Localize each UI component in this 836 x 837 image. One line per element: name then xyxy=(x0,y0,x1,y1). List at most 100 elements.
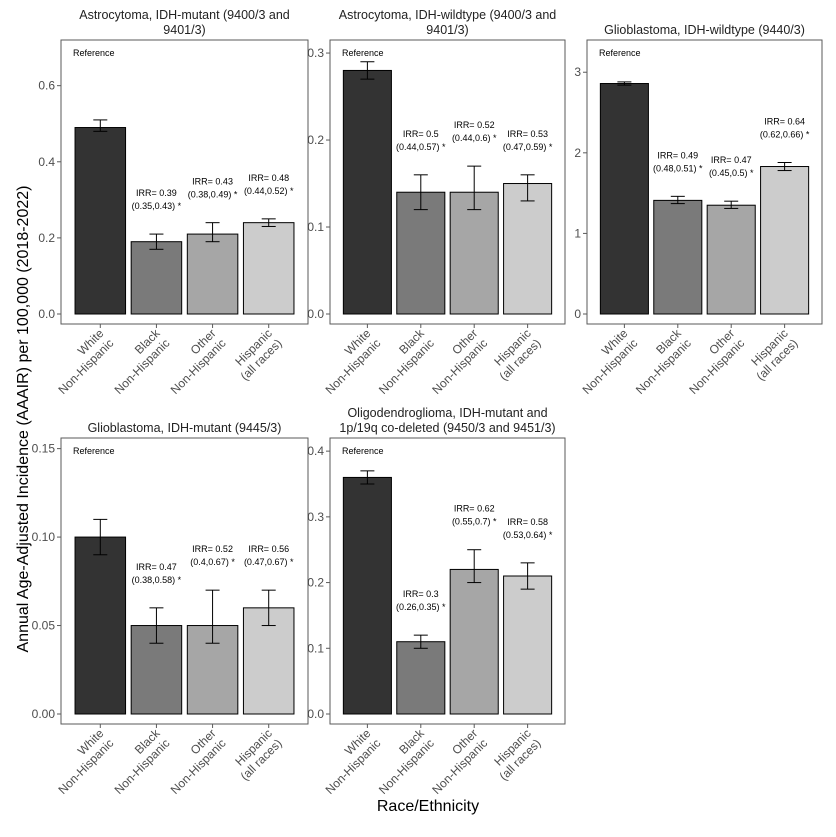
irr-ci-label: (0.4,0.67) * xyxy=(190,557,235,567)
reference-label: Reference xyxy=(599,48,641,58)
y-tick-label: 0.6 xyxy=(38,79,55,93)
irr-ci-label: (0.38,0.58) * xyxy=(132,575,182,585)
x-tick-label: OtherNon-Hispanic xyxy=(419,326,490,397)
panel-4: Glioblastoma, IDH-mutant (9445/3) 0.00 0.0… xyxy=(32,421,309,797)
irr-ci-label: (0.26,0.35) * xyxy=(396,602,446,612)
irr-label: IRR= 0.49 xyxy=(657,150,698,160)
y-tick-label: 0.3 xyxy=(307,510,324,524)
bar xyxy=(503,183,553,315)
x-tick-label: BlackNon-Hispanic xyxy=(102,726,173,797)
y-tick-label: 0.0 xyxy=(38,307,55,321)
irr-ci-label: (0.53,0.64) * xyxy=(503,530,553,540)
bar xyxy=(242,222,295,315)
bar xyxy=(706,204,756,315)
bar xyxy=(396,191,446,315)
bar xyxy=(449,191,499,315)
panel-2: Astrocytoma, IDH-wildtype (9400/3 and940… xyxy=(307,8,566,397)
x-tick-label: BlackNon-Hispanic xyxy=(623,326,694,397)
panel-title: 9401/3) xyxy=(426,23,468,37)
bar xyxy=(342,69,392,315)
y-tick-label: 0.2 xyxy=(307,576,324,590)
irr-label: IRR= 0.56 xyxy=(248,544,289,554)
y-tick-label: 2 xyxy=(574,146,581,160)
x-tick-label: BlackNon-Hispanic xyxy=(366,726,437,797)
panel-title: Astrocytoma, IDH-mutant (9400/3 and xyxy=(79,8,290,22)
irr-ci-label: (0.38,0.49) * xyxy=(188,190,238,200)
panel-3: Glioblastoma, IDH-wildtype (9440/3) 0 1 2 3 W… xyxy=(570,23,823,397)
y-tick-label: 0.1 xyxy=(307,641,324,655)
y-tick-label: 0 xyxy=(574,307,581,321)
irr-ci-label: (0.48,0.51) * xyxy=(653,163,703,173)
y-tick-label: 0.4 xyxy=(307,444,324,458)
irr-ci-label: (0.47,0.59) * xyxy=(503,142,553,152)
bar xyxy=(396,641,446,715)
x-tick-label: OtherNon-Hispanic xyxy=(419,726,490,797)
panel-title: Oligodendroglioma, IDH-mutant and xyxy=(347,406,547,420)
irr-ci-label: (0.62,0.66) * xyxy=(760,129,810,139)
y-tick-label: 0.2 xyxy=(38,231,55,245)
y-tick-label: 0.00 xyxy=(32,707,56,721)
irr-label: IRR= 0.48 xyxy=(248,173,289,183)
x-tick-label: Hispanic(all races) xyxy=(228,726,285,783)
x-tick-label: WhiteNon-Hispanic xyxy=(46,326,117,397)
x-tick-label: WhiteNon-Hispanic xyxy=(570,326,641,397)
x-tick-label: BlackNon-Hispanic xyxy=(102,326,173,397)
irr-label: IRR= 0.47 xyxy=(136,562,177,572)
bar xyxy=(74,536,127,715)
x-tick-label: Hispanic(all races) xyxy=(744,326,801,383)
y-tick-label: 0.15 xyxy=(32,442,56,456)
reference-label: Reference xyxy=(73,446,115,456)
y-tick-label: 0.0 xyxy=(307,307,324,321)
bar xyxy=(186,233,239,315)
y-tick-label: 0.2 xyxy=(307,133,324,147)
y-tick-label: 1 xyxy=(574,226,581,240)
bar xyxy=(760,166,810,315)
irr-ci-label: (0.44,0.57) * xyxy=(396,142,446,152)
irr-ci-label: (0.35,0.43) * xyxy=(132,201,182,211)
y-axis-label: Annual Age-Adjusted Incidence (AAAIR) pe… xyxy=(15,186,32,653)
panel-5: Oligodendroglioma, IDH-mutant and1p/19q … xyxy=(307,406,566,797)
panel-title: Astrocytoma, IDH-wildtype (9400/3 and xyxy=(339,8,557,22)
panel-title: 9401/3) xyxy=(163,23,205,37)
y-tick-label: 3 xyxy=(574,65,581,79)
y-tick-label: 0.0 xyxy=(307,707,324,721)
irr-label: IRR= 0.52 xyxy=(192,544,233,554)
irr-label: IRR= 0.3 xyxy=(403,589,439,599)
x-axis-label: Race/Ethnicity xyxy=(377,798,479,815)
x-tick-label: OtherNon-Hispanic xyxy=(158,326,229,397)
panel-title: Glioblastoma, IDH-wildtype (9440/3) xyxy=(604,23,805,37)
irr-ci-label: (0.47,0.67) * xyxy=(244,557,294,567)
x-tick-label: Hispanic(all races) xyxy=(487,726,544,783)
x-tick-label: WhiteNon-Hispanic xyxy=(46,726,117,797)
x-tick-label: Hispanic(all races) xyxy=(228,326,285,383)
irr-label: IRR= 0.58 xyxy=(507,517,548,527)
y-tick-label: 0.1 xyxy=(307,220,324,234)
reference-label: Reference xyxy=(342,48,384,58)
panel-title: 1p/19q co-deleted (9450/3 and 9451/3) xyxy=(339,421,555,435)
irr-label: IRR= 0.53 xyxy=(507,129,548,139)
bar xyxy=(599,83,649,315)
irr-label: IRR= 0.64 xyxy=(764,116,805,126)
y-tick-label: 0.3 xyxy=(307,46,324,60)
reference-label: Reference xyxy=(73,48,115,58)
x-tick-label: Hispanic(all races) xyxy=(487,326,544,383)
irr-label: IRR= 0.62 xyxy=(454,504,495,514)
x-tick-label: BlackNon-Hispanic xyxy=(366,326,437,397)
irr-label: IRR= 0.43 xyxy=(192,177,233,187)
irr-ci-label: (0.55,0.7) * xyxy=(452,517,497,527)
bar xyxy=(342,476,392,715)
irr-label: IRR= 0.52 xyxy=(454,120,495,130)
bar xyxy=(503,575,553,715)
irr-label: IRR= 0.5 xyxy=(403,129,439,139)
irr-ci-label: (0.44,0.6) * xyxy=(452,133,497,143)
irr-label: IRR= 0.47 xyxy=(711,155,752,165)
irr-label: IRR= 0.39 xyxy=(136,188,177,198)
panels: Astrocytoma, IDH-mutant (9400/3 and9401/… xyxy=(32,8,823,797)
x-tick-label: WhiteNon-Hispanic xyxy=(313,726,384,797)
reference-label: Reference xyxy=(342,446,384,456)
irr-ci-label: (0.44,0.52) * xyxy=(244,186,294,196)
panel-1: Astrocytoma, IDH-mutant (9400/3 and9401/… xyxy=(38,8,309,397)
y-tick-label: 0.05 xyxy=(32,619,56,633)
bar xyxy=(130,241,183,315)
irr-ci-label: (0.45,0.5) * xyxy=(709,168,754,178)
